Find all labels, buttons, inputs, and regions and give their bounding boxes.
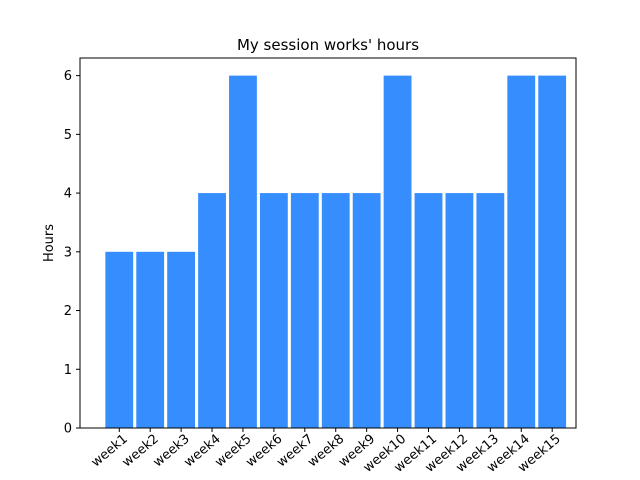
bars-group (105, 75, 567, 429)
bar-week7 (290, 193, 319, 428)
bar-week3 (167, 251, 196, 428)
y-tick-label: 2 (64, 304, 72, 319)
y-axis-label: Hours (42, 224, 57, 262)
y-tick-label: 1 (64, 363, 72, 378)
bar-week15 (538, 75, 567, 429)
bar-week6 (259, 193, 288, 428)
bar-week11 (414, 193, 443, 428)
bar-week4 (198, 193, 226, 428)
bar-week14 (507, 75, 536, 429)
chart-title: My session works' hours (237, 36, 419, 54)
bar-week1 (105, 251, 134, 428)
bar-week5 (229, 75, 257, 429)
bar-week13 (476, 193, 505, 428)
bar-week8 (321, 193, 350, 428)
y-tick-label: 5 (64, 128, 72, 143)
bar-week12 (445, 193, 474, 428)
y-tick-label: 0 (64, 422, 72, 437)
y-tick-label: 6 (64, 69, 72, 84)
bar-week10 (383, 75, 412, 429)
y-tick-label: 4 (64, 187, 72, 202)
bar-week2 (136, 251, 165, 428)
plot-frame (79, 57, 577, 429)
y-axis-ticks: 0 1 2 3 4 5 6 (64, 69, 80, 437)
bar-week9 (352, 193, 381, 428)
y-tick-label: 3 (64, 245, 72, 260)
